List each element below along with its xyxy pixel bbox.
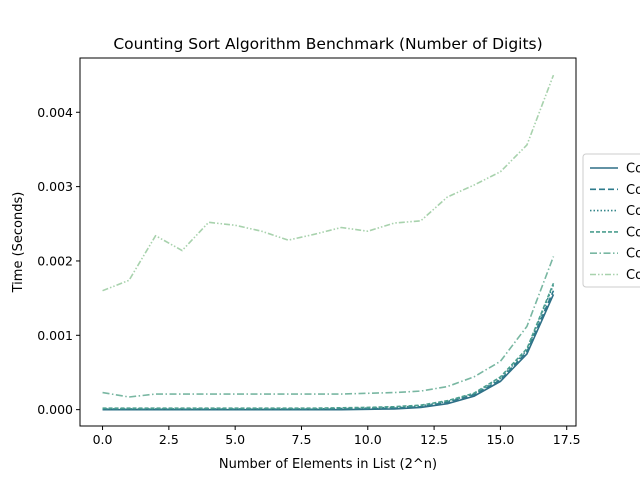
- legend-label-6: Co: [626, 268, 640, 283]
- y-axis-label: Time (Seconds): [11, 192, 26, 294]
- x-tick-label: 5.0: [225, 432, 245, 447]
- series-line-5: [102, 256, 555, 398]
- legend-label-1: Co: [626, 162, 640, 177]
- x-tick-label: 0.0: [93, 432, 113, 447]
- series-line-4: [102, 282, 555, 409]
- x-tick-label: 12.5: [420, 432, 448, 447]
- x-tick-label: 17.5: [553, 432, 581, 447]
- x-tick-label: 10.0: [354, 432, 382, 447]
- plot-frame: [79, 57, 577, 427]
- series-line-1: [102, 294, 555, 411]
- legend: Co Co Co Co Co Co: [582, 153, 640, 288]
- x-axis-label: Number of Elements in List (2^n): [219, 457, 437, 472]
- x-tick-label: 7.5: [292, 432, 312, 447]
- chart-title: Counting Sort Algorithm Benchmark (Numbe…: [113, 35, 542, 53]
- y-tick-label: 0.004: [37, 105, 73, 120]
- y-tick-label: 0.000: [37, 402, 73, 417]
- legend-label-5: Co: [626, 247, 640, 262]
- series-line-6: [102, 74, 555, 292]
- legend-label-4: Co: [626, 225, 640, 240]
- x-tick-label: 15.0: [486, 432, 514, 447]
- y-tick-label: 0.003: [37, 179, 73, 194]
- legend-label-3: Co: [626, 204, 640, 219]
- legend-label-2: Co: [626, 183, 640, 198]
- series-line-2: [102, 290, 555, 411]
- legend-frame: [582, 153, 640, 288]
- plot-area: [102, 74, 555, 411]
- y-axis: 0.000 0.001 0.002 0.003 0.004: [37, 105, 80, 417]
- y-tick-label: 0.001: [37, 328, 73, 343]
- x-axis: 0.0 2.5 5.0 7.5 10.0 12.5 15.0 17.5: [93, 426, 581, 447]
- y-tick-label: 0.002: [37, 253, 73, 268]
- x-tick-label: 2.5: [159, 432, 179, 447]
